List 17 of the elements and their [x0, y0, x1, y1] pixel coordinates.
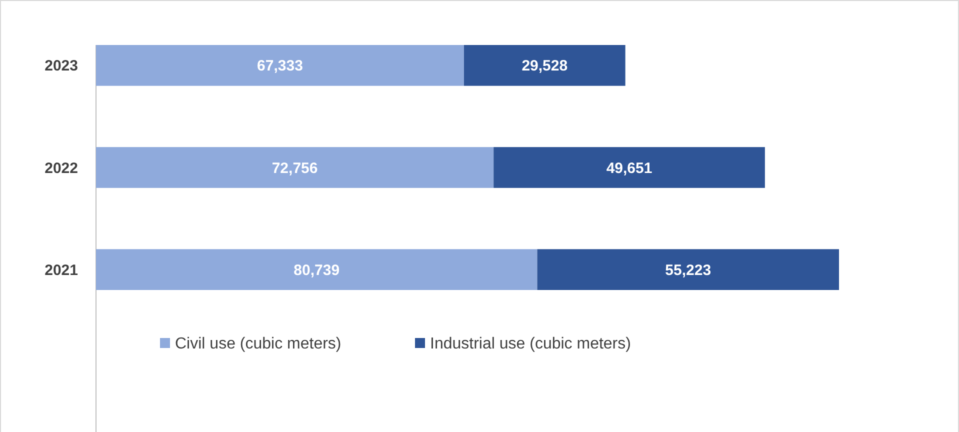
bar — [96, 45, 464, 86]
data-label: 72,756 — [272, 160, 318, 177]
bar — [96, 249, 538, 290]
data-label: 80,739 — [294, 262, 340, 279]
bar — [96, 147, 494, 188]
data-label: 49,651 — [606, 160, 652, 177]
data-label: 55,223 — [665, 262, 712, 279]
bar — [494, 147, 765, 188]
bar — [537, 249, 839, 290]
legend-label: Civil use (cubic meters) — [175, 336, 342, 353]
y-tick-label: 2023 — [44, 58, 78, 75]
y-tick-label: 2022 — [44, 160, 78, 177]
data-label: 67,333 — [257, 58, 303, 75]
legend-label: Industrial use (cubic meters) — [430, 336, 631, 353]
data-label: 29,528 — [522, 58, 568, 75]
bar — [464, 45, 626, 86]
y-tick-label: 2021 — [44, 262, 78, 279]
